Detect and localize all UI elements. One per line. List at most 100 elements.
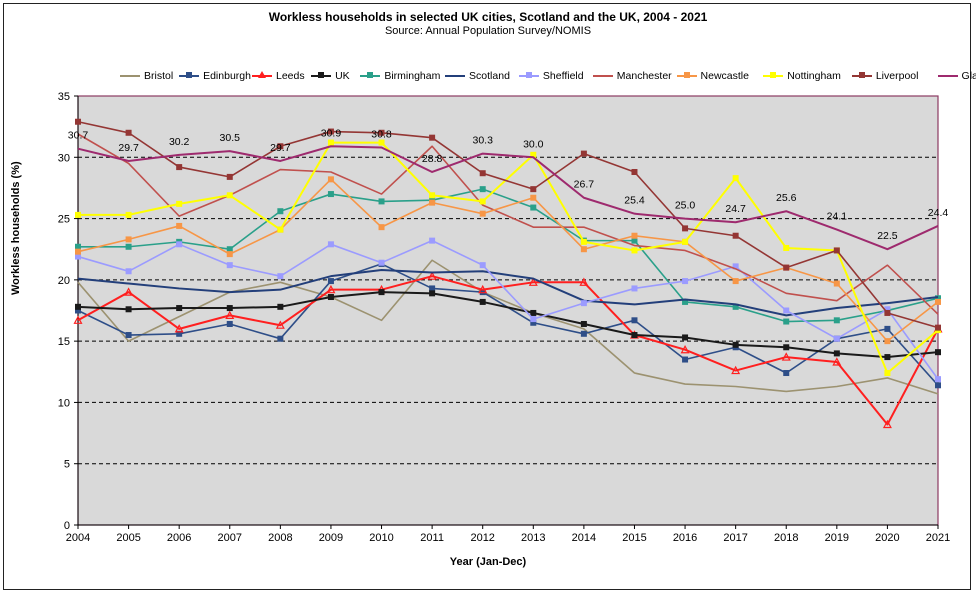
- legend-swatch: [592, 75, 613, 77]
- legend-swatch: [120, 75, 140, 77]
- point-birmingham: [833, 317, 840, 324]
- point-nottingham: [580, 238, 587, 245]
- point-liverpool: [378, 129, 385, 136]
- point-leeds: [680, 344, 690, 354]
- x-tick-label: 2019: [825, 532, 849, 544]
- series-line-liverpool: [77, 120, 939, 329]
- series-line-birmingham: [78, 188, 939, 323]
- point-nottingham: [327, 139, 334, 146]
- point-birmingham: [75, 243, 81, 250]
- point-liverpool: [833, 247, 840, 254]
- x-tick-label: 2021: [926, 532, 950, 544]
- legend-swatch: [360, 72, 381, 78]
- point-edinburgh: [783, 370, 790, 377]
- point-sheffield: [631, 285, 638, 292]
- point-nottingham: [631, 247, 638, 254]
- legend-item-birmingham: Birmingham: [360, 70, 440, 82]
- legend-label: Nottingham: [787, 70, 841, 82]
- data-label: 25.6: [776, 192, 797, 204]
- point-leeds: [832, 357, 842, 366]
- point-sheffield: [580, 300, 587, 307]
- point-leeds: [174, 324, 184, 333]
- point-edinburgh: [429, 285, 436, 292]
- point-uk: [884, 354, 891, 361]
- x-tick-label: 2008: [268, 532, 292, 544]
- point-uk: [732, 341, 739, 348]
- point-leeds: [225, 310, 235, 320]
- series-line-sheffield: [77, 239, 939, 380]
- data-label: 30.0: [523, 138, 544, 150]
- point-edinburgh: [327, 278, 334, 285]
- y-tick-label: 25: [58, 214, 70, 226]
- data-label: 28.8: [422, 153, 443, 165]
- legend-label: Bristol: [144, 70, 174, 82]
- point-liverpool: [935, 324, 941, 331]
- data-label: 30.7: [68, 130, 89, 142]
- data-label: 30.2: [169, 136, 190, 148]
- point-birmingham: [226, 246, 233, 253]
- point-nottingham: [783, 244, 790, 251]
- point-leeds: [124, 287, 134, 296]
- point-leeds: [731, 365, 741, 375]
- y-tick-label: 10: [58, 397, 70, 409]
- data-label: 24.4: [928, 207, 949, 219]
- point-sheffield: [530, 316, 537, 323]
- data-label: 30.3: [472, 135, 493, 147]
- x-tick-label: 2015: [622, 532, 646, 544]
- legend-item-newcastle: Newcastle: [676, 70, 749, 82]
- point-sheffield: [935, 376, 941, 383]
- legend-item-scotland: Scotland: [445, 70, 510, 82]
- point-leeds: [528, 277, 538, 286]
- point-leeds: [478, 284, 488, 294]
- x-tick-label: 2017: [723, 532, 747, 544]
- point-uk: [176, 305, 183, 312]
- point-newcastle: [75, 248, 81, 255]
- y-tick-label: 0: [64, 520, 70, 532]
- legend-swatch: [763, 72, 784, 78]
- legend-label: Birmingham: [384, 70, 441, 82]
- point-liverpool: [580, 150, 587, 157]
- y-tick-label: 20: [58, 275, 70, 287]
- series-line-newcastle: [77, 178, 939, 342]
- point-sheffield: [479, 262, 486, 269]
- point-leeds: [427, 271, 437, 280]
- point-uk: [327, 294, 334, 301]
- point-newcastle: [378, 224, 385, 231]
- legend-swatch: [851, 72, 872, 78]
- point-leeds: [882, 419, 892, 429]
- point-liverpool: [631, 168, 638, 175]
- point-nottingham: [75, 211, 81, 218]
- legend-item-edinburgh: Edinburgh: [179, 70, 251, 82]
- x-tick-label: 2005: [116, 532, 140, 544]
- x-tick-label: 2010: [369, 532, 393, 544]
- point-newcastle: [884, 338, 891, 345]
- point-nottingham: [226, 192, 233, 199]
- point-birmingham: [783, 318, 790, 325]
- y-tick-label: 35: [58, 91, 70, 103]
- point-liverpool: [327, 128, 334, 135]
- legend-swatch: [937, 75, 958, 77]
- point-uk: [479, 298, 486, 305]
- point-edinburgh: [277, 335, 284, 342]
- point-newcastle: [935, 298, 941, 305]
- point-liverpool: [479, 170, 486, 177]
- point-newcastle: [176, 222, 183, 229]
- legend-item-glasgow: Glasgow: [937, 70, 976, 82]
- point-newcastle: [732, 278, 739, 285]
- legend-item-nottingham: Nottingham: [763, 70, 841, 82]
- x-tick-label: 2018: [774, 532, 798, 544]
- point-sheffield: [378, 259, 385, 266]
- point-liverpool: [125, 129, 132, 136]
- x-axis-label: Year (Jan-Dec): [449, 556, 527, 568]
- legend-swatch: [251, 71, 272, 78]
- point-edinburgh: [75, 307, 81, 314]
- point-liverpool: [732, 232, 739, 239]
- point-nottingham: [125, 211, 132, 218]
- legend-label: Sheffield: [542, 70, 584, 82]
- chart-legend: Bristol Edinburgh Leeds UK Birmingham Scotlan…: [120, 70, 976, 86]
- point-edinburgh: [580, 330, 587, 337]
- point-edinburgh: [176, 330, 183, 337]
- point-liverpool: [884, 309, 891, 316]
- legend-item-uk: UK: [311, 70, 350, 82]
